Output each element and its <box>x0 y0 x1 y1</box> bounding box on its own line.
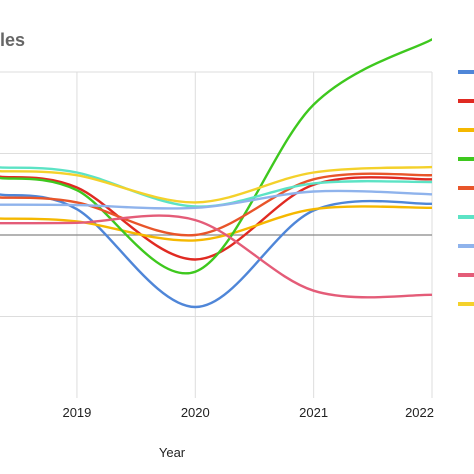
x-tick-label: 2019 <box>62 405 91 420</box>
series-line-6 <box>0 166 432 208</box>
series-line-4 <box>0 38 432 275</box>
x-tick-label: 2020 <box>181 405 210 420</box>
chart-title: les <box>0 30 25 50</box>
x-tick-label: 2022 <box>405 405 434 420</box>
x-tick-label: 2021 <box>299 405 328 420</box>
series-line-2 <box>0 175 432 261</box>
series-line-8 <box>0 214 432 299</box>
series-line-1 <box>0 193 432 309</box>
series-line-7 <box>0 189 432 210</box>
series-line-3 <box>0 205 432 242</box>
series-line-5 <box>0 172 432 237</box>
x-axis-title: Year <box>159 445 186 460</box>
series-line-9 <box>0 165 432 204</box>
